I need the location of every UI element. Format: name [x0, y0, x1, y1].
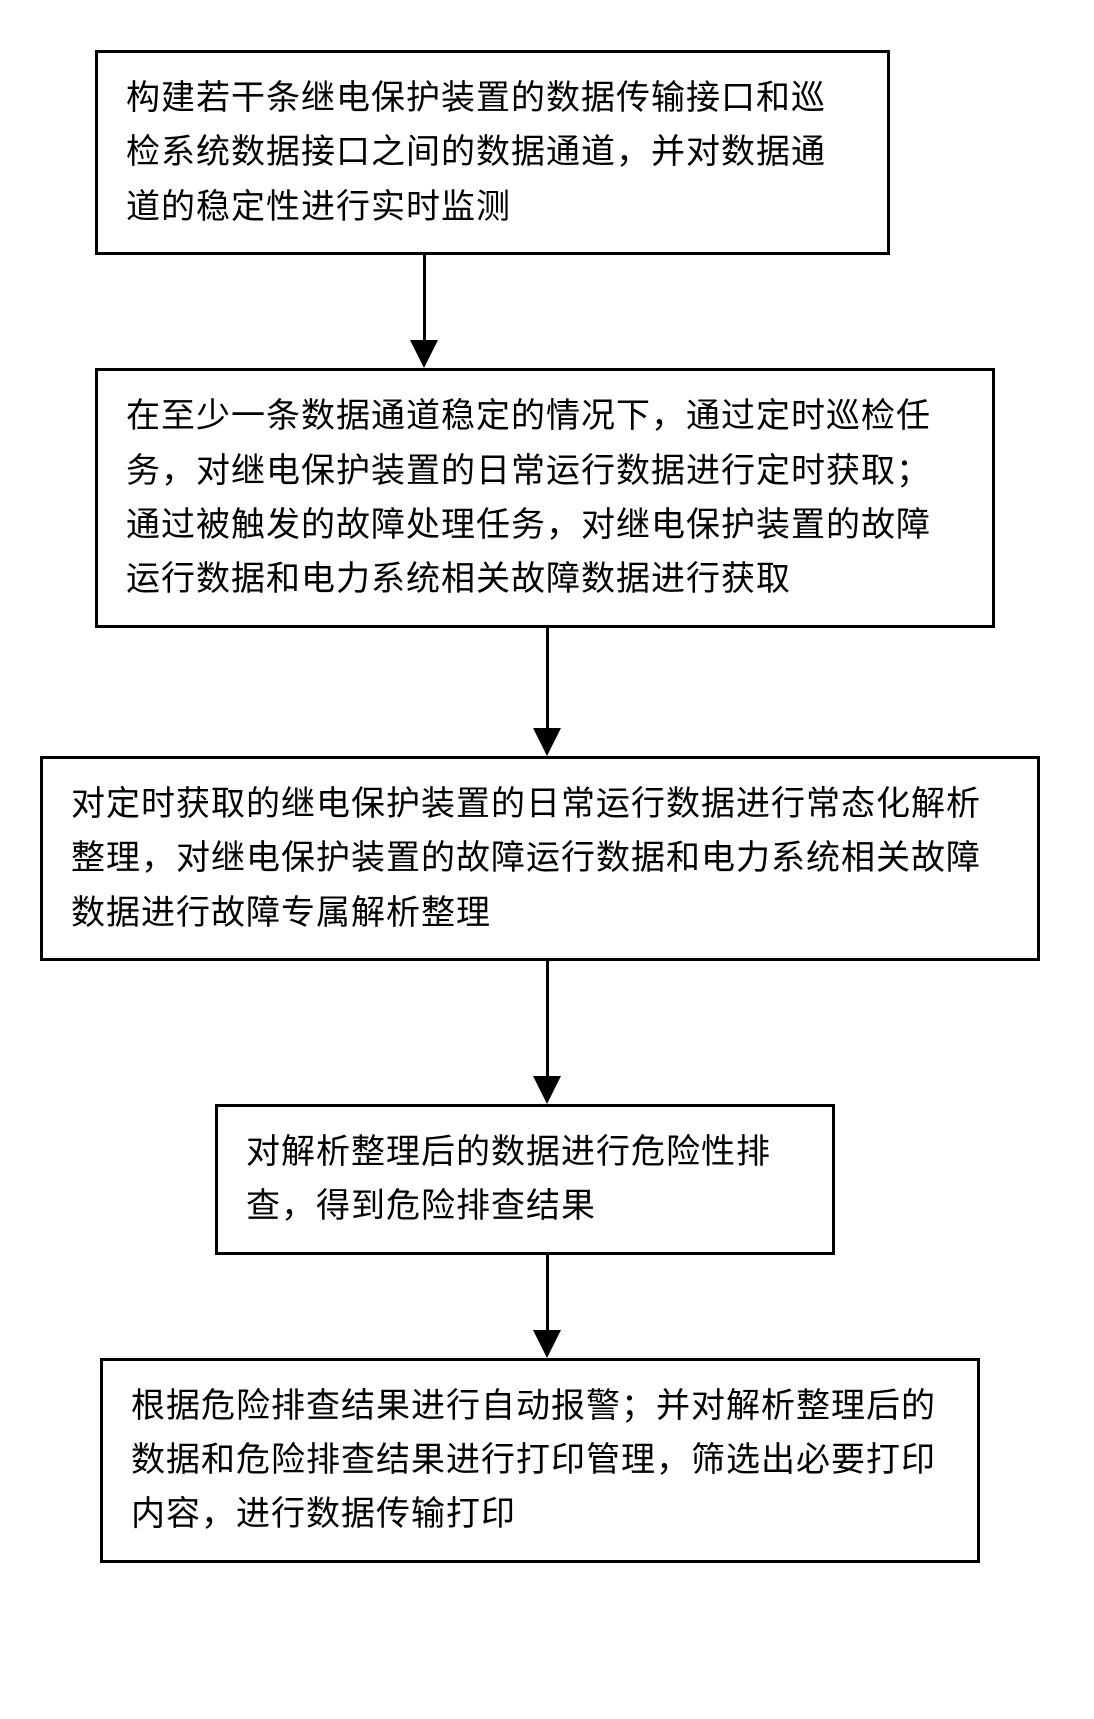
arrow-1 — [410, 255, 438, 368]
arrow-line — [423, 255, 426, 340]
arrow-head-icon — [533, 1076, 561, 1104]
flowchart-node-2: 在至少一条数据通道稳定的情况下，通过定时巡检任务，对继电保护装置的日常运行数据进… — [95, 368, 995, 628]
arrow-3 — [533, 961, 561, 1104]
flowchart-node-4: 对解析整理后的数据进行危险性排查，得到危险排查结果 — [215, 1104, 835, 1255]
flowchart-container: 构建若干条继电保护装置的数据传输接口和巡检系统数据接口之间的数据通道，并对数据通… — [0, 0, 1094, 1563]
flowchart-node-1: 构建若干条继电保护装置的数据传输接口和巡检系统数据接口之间的数据通道，并对数据通… — [95, 50, 890, 255]
flowchart-node-5: 根据危险排查结果进行自动报警；并对解析整理后的数据和危险排查结果进行打印管理，筛… — [100, 1358, 980, 1563]
arrow-line — [546, 628, 549, 728]
node-text: 根据危险排查结果进行自动报警；并对解析整理后的数据和危险排查结果进行打印管理，筛… — [131, 1379, 949, 1542]
node-text: 对解析整理后的数据进行危险性排查，得到危险排查结果 — [246, 1125, 804, 1234]
arrow-head-icon — [533, 728, 561, 756]
arrow-4 — [533, 1255, 561, 1358]
node-text: 在至少一条数据通道稳定的情况下，通过定时巡检任务，对继电保护装置的日常运行数据进… — [126, 389, 964, 607]
arrow-line — [546, 1255, 549, 1330]
arrow-line — [546, 961, 549, 1076]
arrow-head-icon — [410, 340, 438, 368]
node-text: 构建若干条继电保护装置的数据传输接口和巡检系统数据接口之间的数据通道，并对数据通… — [126, 71, 859, 234]
node-text: 对定时获取的继电保护装置的日常运行数据进行常态化解析整理，对继电保护装置的故障运… — [71, 777, 1009, 940]
arrow-2 — [533, 628, 561, 756]
arrow-head-icon — [533, 1330, 561, 1358]
flowchart-node-3: 对定时获取的继电保护装置的日常运行数据进行常态化解析整理，对继电保护装置的故障运… — [40, 756, 1040, 961]
